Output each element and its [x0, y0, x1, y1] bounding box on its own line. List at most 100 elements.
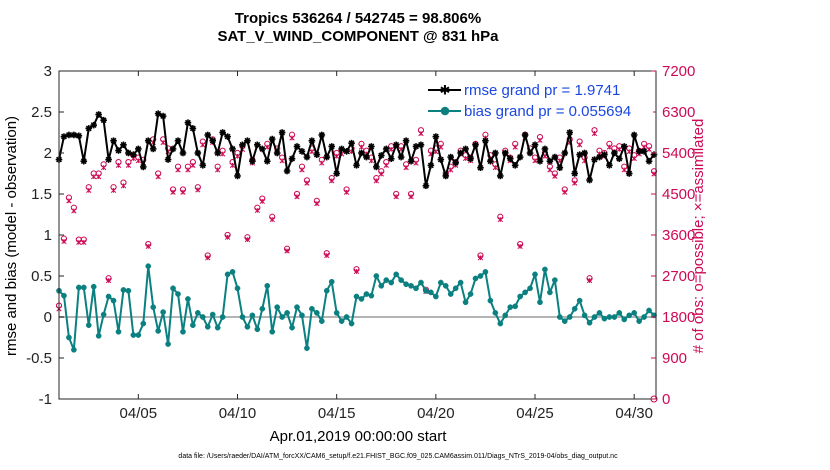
bias-point — [507, 304, 514, 311]
obs-assimilated-marker — [254, 207, 260, 214]
rmse-point — [184, 119, 192, 126]
rmse-point — [154, 110, 162, 117]
bias-point — [576, 297, 583, 304]
obs-assimilated-marker — [284, 248, 290, 254]
bias-point — [606, 314, 613, 320]
rmse-point-stroke — [199, 162, 206, 169]
rmse-point-stroke — [264, 158, 271, 165]
obs-assimilated-marker — [606, 144, 613, 150]
rmse-point — [457, 149, 464, 157]
obs-assimilated-marker — [324, 252, 330, 259]
rmse-point — [373, 163, 380, 171]
bias-point — [571, 305, 578, 312]
y-tick-label: 2 — [44, 145, 52, 162]
rmse-point — [70, 131, 78, 139]
rmse-point — [382, 145, 390, 153]
bias-point — [477, 273, 484, 279]
rmse-point — [601, 151, 608, 158]
obs-assimilated-marker — [66, 198, 72, 204]
rmse-point-stroke — [363, 154, 370, 161]
rmse-point-stroke — [492, 150, 499, 156]
rmse-point — [159, 112, 167, 120]
obs-assimilated-marker — [373, 178, 379, 184]
rmse-point — [640, 148, 648, 155]
rmse-point — [219, 129, 226, 136]
rmse-point — [100, 116, 107, 124]
rmse-point — [417, 141, 425, 149]
bias-point — [353, 293, 360, 300]
rmse-point — [363, 153, 370, 161]
rmse-point-stroke — [368, 143, 375, 150]
obs-assimilated-marker — [646, 146, 652, 153]
rmse-point-stroke — [65, 132, 72, 138]
y-axis-right-label: # of obs: o=possible; ×=assimilated — [690, 119, 707, 354]
rmse-point-stroke — [616, 155, 623, 162]
bias-point — [110, 297, 117, 304]
bias-point — [462, 299, 469, 306]
rmse-point — [308, 137, 316, 144]
bias-point — [497, 320, 504, 327]
y-tick-label: 0 — [44, 309, 52, 326]
bias-point — [512, 303, 519, 310]
rmse-point — [273, 149, 281, 157]
bias-point — [180, 328, 186, 335]
obs-assimilated-marker — [497, 216, 503, 223]
rmse-point — [516, 153, 524, 161]
obs-assimilated-marker — [264, 144, 270, 150]
bias-series — [56, 263, 657, 353]
bias-point — [120, 287, 127, 293]
rmse-point — [75, 132, 83, 140]
obs-assimilated-marker — [125, 162, 132, 168]
rmse-point-stroke — [165, 156, 172, 163]
rmse-point-stroke — [289, 155, 295, 162]
obs-assimilated-marker — [319, 160, 325, 166]
rmse-point-stroke — [61, 133, 67, 140]
obs-assimilated-marker — [190, 162, 196, 168]
obs-assimilated-marker — [299, 167, 305, 173]
rmse-point — [149, 145, 157, 153]
rmse-point — [110, 137, 117, 144]
bias-point — [383, 277, 390, 283]
x-tick-label: 04/30 — [615, 405, 653, 422]
rmse-point — [169, 145, 177, 153]
rmse-point-stroke — [150, 145, 157, 152]
bias-point — [403, 281, 409, 288]
obs-assimilated-marker — [378, 171, 384, 177]
rmse-point — [422, 182, 430, 190]
rmse-point — [164, 156, 172, 163]
rmse-point-stroke — [120, 141, 127, 148]
bias-point — [269, 328, 276, 335]
obs-assimilated-marker — [388, 146, 394, 153]
rmse-point-stroke — [214, 150, 221, 156]
bias-point — [423, 287, 429, 294]
rmse-point — [130, 151, 137, 158]
bias-point — [532, 271, 538, 278]
rmse-point-stroke — [413, 143, 419, 150]
rmse-point-stroke — [105, 156, 112, 163]
rmse-point-stroke — [194, 150, 201, 156]
x-tick-label: 04/25 — [516, 405, 554, 422]
bias-point — [626, 312, 633, 319]
rmse-point-stroke — [333, 170, 340, 177]
rmse-point — [427, 162, 435, 169]
bias-point — [537, 299, 543, 306]
rmse-point-stroke — [110, 137, 117, 144]
obs-assimilated-marker — [215, 167, 221, 173]
rmse-point-stroke — [318, 132, 325, 138]
obs-assimilated-marker — [259, 198, 265, 204]
y-tick-label: -0.5 — [26, 350, 52, 367]
rmse-point — [293, 143, 301, 150]
obs-assimilated-marker — [626, 148, 632, 155]
obs-assimilated-marker — [205, 255, 211, 261]
rmse-point-stroke — [586, 177, 593, 184]
rmse-point-stroke — [189, 125, 196, 132]
bias-point — [428, 289, 434, 296]
rmse-point-stroke — [462, 145, 469, 152]
rmse-point — [546, 157, 554, 165]
rmse-point — [90, 121, 98, 129]
rmse-point — [561, 149, 569, 157]
obs-assimilated-marker — [309, 148, 315, 155]
rmse-point-stroke — [239, 141, 246, 148]
rmse-point — [283, 167, 291, 175]
rmse-point — [447, 153, 455, 161]
